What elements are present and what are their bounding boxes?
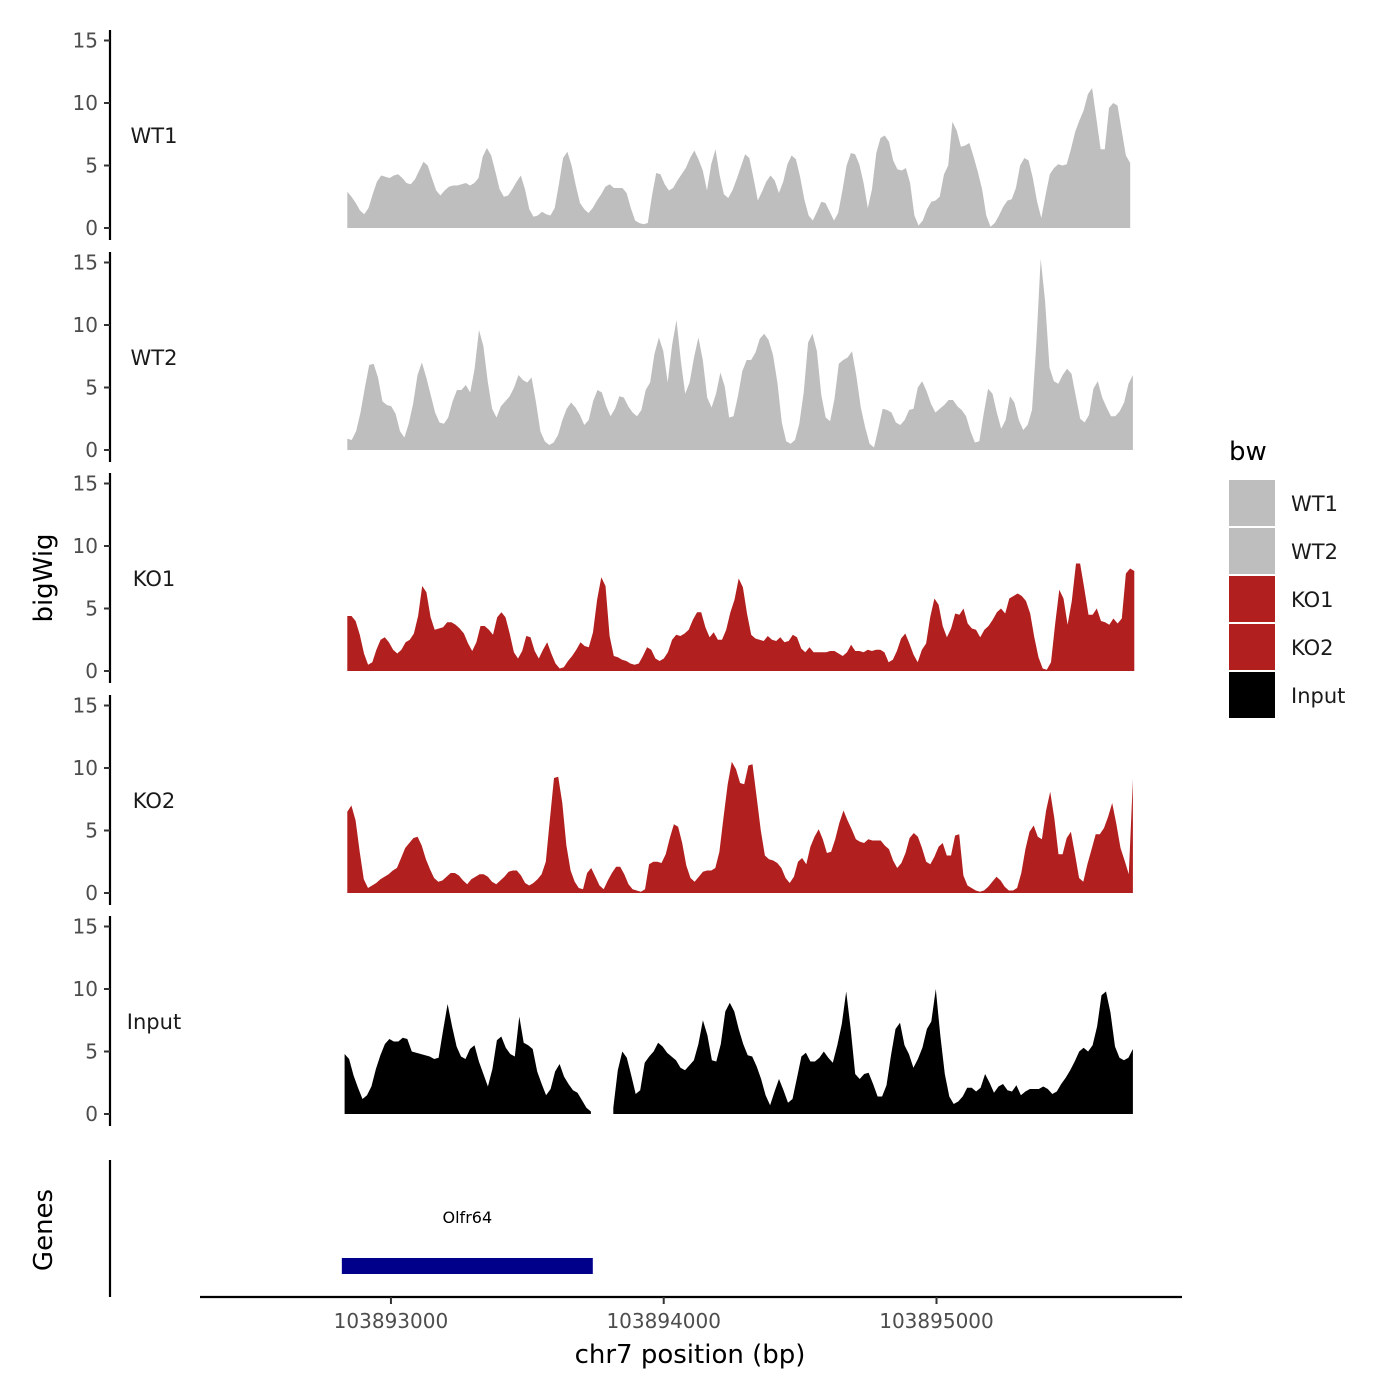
track-label-ko2: KO2 <box>133 789 176 813</box>
track-panel-ko1: 0 5 10 15 KO1 <box>73 472 1135 683</box>
gene-body-olfr64 <box>341 1258 593 1274</box>
track-label-input: Input <box>127 1010 181 1034</box>
y-axis-title: bigWig <box>29 533 59 622</box>
legend-swatch-wt2 <box>1229 528 1275 574</box>
genes-panel: Olfr64 <box>108 1160 593 1297</box>
legend-swatch-ko1 <box>1229 576 1275 622</box>
y-tick-label: 0 <box>85 659 98 683</box>
y-tick-label: 5 <box>85 597 98 621</box>
legend-swatch-ko2 <box>1229 624 1275 670</box>
y-tick-label: 10 <box>73 756 98 780</box>
track-panel-ko2: 0 5 10 15 KO2 <box>73 694 1133 905</box>
legend-swatch-input <box>1229 672 1275 718</box>
y-tick-label: 10 <box>73 313 98 337</box>
x-axis-title: chr7 position (bp) <box>575 1340 806 1370</box>
track-panel-wt2: 0 5 10 15 WT2 <box>73 251 1133 462</box>
y-tick-label: 5 <box>85 154 98 178</box>
track-label-ko1: KO1 <box>133 567 176 591</box>
x-tick-label: 103893000 <box>334 1309 449 1333</box>
legend-label-wt1: WT1 <box>1291 492 1338 516</box>
legend-label-input: Input <box>1291 684 1345 708</box>
track-label-wt1: WT1 <box>131 124 178 148</box>
track-panel-wt1: 0 5 10 15 WT1 <box>73 29 1131 240</box>
y-tick-label: 10 <box>73 977 98 1001</box>
y-tick-label: 10 <box>73 534 98 558</box>
series-area-input-part1 <box>344 1004 591 1114</box>
gene-label-olfr64: Olfr64 <box>443 1208 493 1227</box>
y-tick-label: 0 <box>85 438 98 462</box>
legend-swatch-wt1 <box>1229 480 1275 526</box>
series-area-ko1 <box>347 563 1135 671</box>
y-tick-label: 15 <box>73 694 98 718</box>
y-tick-label: 0 <box>85 216 98 240</box>
y-tick-label: 0 <box>85 1102 98 1126</box>
y-tick-label: 5 <box>85 819 98 843</box>
legend-label-wt2: WT2 <box>1291 540 1338 564</box>
y-tick-label: 15 <box>73 472 98 496</box>
x-tick-label: 103894000 <box>606 1309 721 1333</box>
track-label-wt2: WT2 <box>131 346 178 370</box>
y-tick-label: 15 <box>73 915 98 939</box>
x-tick-label: 103895000 <box>879 1309 994 1333</box>
y-tick-label: 0 <box>85 881 98 905</box>
x-axis: 103893000 103894000 103895000 <box>200 1295 1182 1333</box>
genes-panel-title: Genes <box>29 1189 59 1271</box>
y-tick-label: 5 <box>85 376 98 400</box>
track-panel-input: 0 5 10 15 Input <box>73 915 1133 1126</box>
legend-title: bw <box>1229 437 1267 467</box>
legend-label-ko1: KO1 <box>1291 588 1334 612</box>
y-tick-label: 15 <box>73 29 98 53</box>
legend-label-ko2: KO2 <box>1291 636 1334 660</box>
y-tick-label: 15 <box>73 251 98 275</box>
series-area-input-part2 <box>613 989 1133 1114</box>
track-panels: 0 5 10 15 WT1 0 5 10 15 WT2 0 5 10 15 KO1 0 5 10 15 KO2 0 5 10… <box>73 29 1135 1126</box>
series-area-wt1 <box>347 88 1131 228</box>
y-tick-label: 10 <box>73 91 98 115</box>
series-area-wt2 <box>347 258 1133 450</box>
y-tick-label: 5 <box>85 1040 98 1064</box>
legend: bw WT1 WT2 KO1 KO2 Input <box>1229 437 1345 718</box>
series-area-ko2 <box>347 761 1133 893</box>
